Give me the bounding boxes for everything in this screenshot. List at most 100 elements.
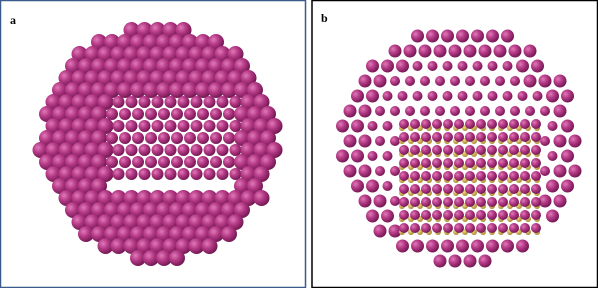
sphere bbox=[184, 156, 196, 168]
sphere bbox=[495, 76, 505, 86]
sphere bbox=[113, 168, 125, 180]
sphere bbox=[411, 240, 424, 253]
sphere bbox=[520, 223, 530, 233]
sphere bbox=[476, 184, 486, 194]
sphere bbox=[503, 91, 513, 101]
sphere bbox=[487, 210, 497, 220]
sphere bbox=[223, 156, 235, 168]
sphere bbox=[509, 171, 519, 181]
sphere bbox=[368, 151, 378, 161]
sphere bbox=[509, 197, 519, 207]
sphere bbox=[454, 184, 464, 194]
sphere bbox=[396, 60, 409, 73]
sphere bbox=[509, 119, 519, 129]
sphere bbox=[443, 91, 453, 101]
sphere bbox=[390, 166, 400, 176]
sphere bbox=[171, 108, 183, 120]
sphere bbox=[509, 223, 519, 233]
sphere bbox=[230, 168, 242, 180]
sphere bbox=[458, 61, 468, 71]
sphere bbox=[480, 106, 490, 116]
sphere bbox=[487, 223, 497, 233]
sphere bbox=[435, 106, 445, 116]
sphere bbox=[473, 61, 483, 71]
sphere bbox=[554, 165, 567, 178]
sphere bbox=[389, 45, 402, 58]
sphere bbox=[152, 168, 164, 180]
sphere bbox=[368, 121, 378, 131]
sphere bbox=[399, 210, 409, 220]
panel-label: a bbox=[10, 13, 16, 27]
sphere bbox=[458, 91, 468, 101]
sphere bbox=[359, 105, 372, 118]
sphere bbox=[202, 238, 218, 254]
sphere bbox=[139, 168, 151, 180]
sphere bbox=[454, 223, 464, 233]
sphere bbox=[465, 171, 475, 181]
sphere bbox=[171, 132, 183, 144]
sphere bbox=[510, 76, 520, 86]
sphere bbox=[106, 132, 118, 144]
sphere bbox=[561, 180, 574, 193]
sphere bbox=[158, 156, 170, 168]
sphere bbox=[465, 145, 475, 155]
sphere bbox=[169, 250, 185, 266]
sphere bbox=[217, 120, 229, 132]
sphere bbox=[223, 132, 235, 144]
sphere bbox=[158, 132, 170, 144]
sphere bbox=[465, 132, 475, 142]
sphere bbox=[449, 255, 462, 268]
sphere bbox=[510, 106, 520, 116]
sphere bbox=[531, 60, 544, 73]
sphere bbox=[548, 151, 558, 161]
sphere bbox=[139, 96, 151, 108]
sphere bbox=[421, 223, 431, 233]
sphere bbox=[197, 156, 209, 168]
sphere bbox=[498, 197, 508, 207]
sphere bbox=[531, 158, 541, 168]
sphere bbox=[158, 108, 170, 120]
sphere bbox=[184, 108, 196, 120]
sphere bbox=[426, 30, 439, 43]
sphere bbox=[405, 106, 415, 116]
sphere bbox=[132, 132, 144, 144]
sphere bbox=[410, 171, 420, 181]
sphere bbox=[464, 255, 477, 268]
sphere bbox=[465, 197, 475, 207]
sphere bbox=[145, 108, 157, 120]
sphere bbox=[383, 181, 393, 191]
sphere bbox=[486, 240, 499, 253]
sphere bbox=[487, 119, 497, 129]
sphere bbox=[410, 158, 420, 168]
sphere bbox=[204, 120, 216, 132]
sphere bbox=[178, 120, 190, 132]
sphere bbox=[524, 45, 537, 58]
sphere bbox=[428, 91, 438, 101]
sphere bbox=[375, 106, 385, 116]
sphere bbox=[413, 61, 423, 71]
sphere bbox=[106, 108, 118, 120]
sphere bbox=[113, 96, 125, 108]
sphere bbox=[498, 158, 508, 168]
sphere bbox=[520, 119, 530, 129]
sphere bbox=[421, 197, 431, 207]
sphere bbox=[191, 96, 203, 108]
sphere bbox=[191, 144, 203, 156]
sphere bbox=[223, 108, 235, 120]
sphere bbox=[487, 132, 497, 142]
sphere bbox=[359, 195, 372, 208]
sphere bbox=[366, 60, 379, 73]
sphere bbox=[509, 132, 519, 142]
sphere bbox=[374, 195, 387, 208]
sphere bbox=[454, 197, 464, 207]
sphere bbox=[410, 119, 420, 129]
sphere bbox=[426, 240, 439, 253]
sphere bbox=[410, 223, 420, 233]
sphere bbox=[351, 120, 364, 133]
sphere bbox=[520, 171, 530, 181]
sphere bbox=[509, 210, 519, 220]
sphere bbox=[410, 197, 420, 207]
sphere bbox=[476, 145, 486, 155]
sphere bbox=[106, 156, 118, 168]
sphere bbox=[210, 108, 222, 120]
